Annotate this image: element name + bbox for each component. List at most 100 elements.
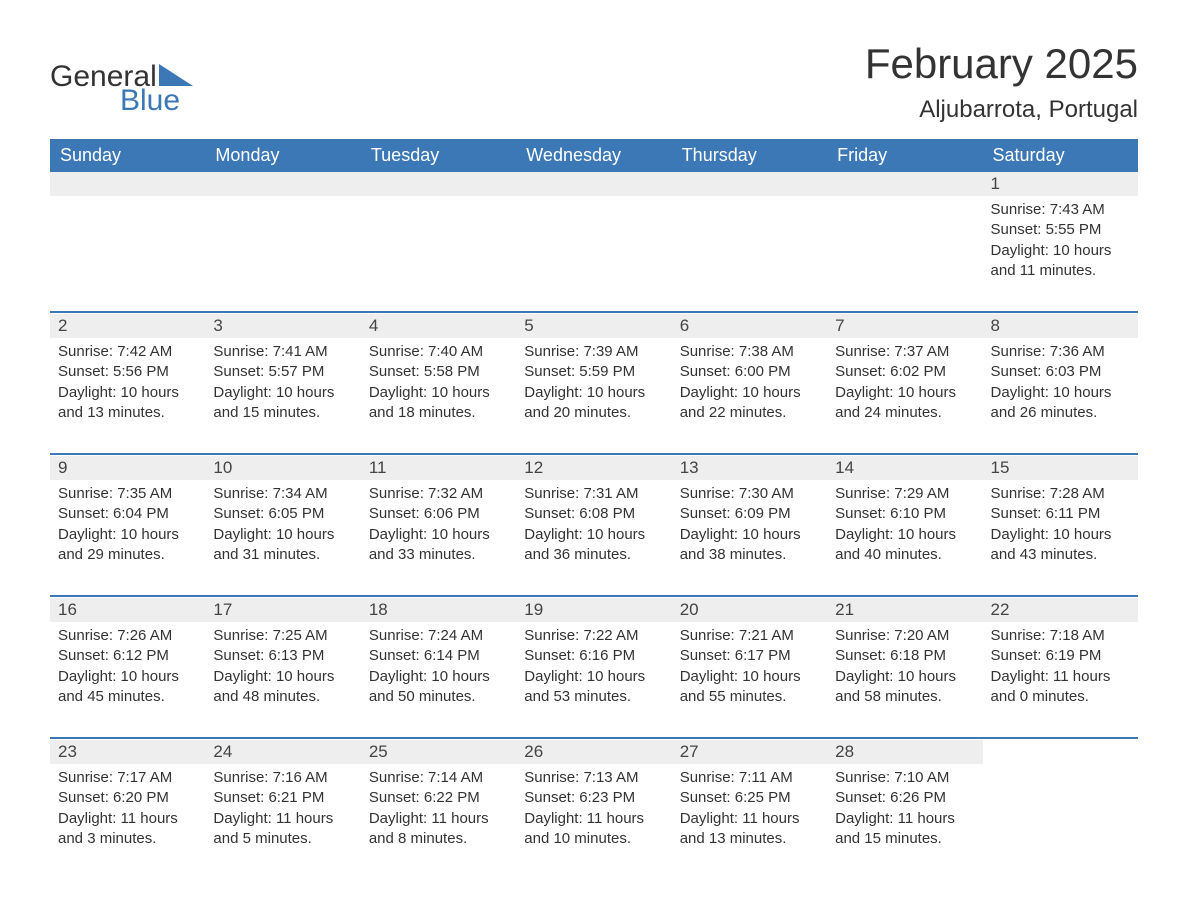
calendar-empty-cell <box>361 172 516 312</box>
day-number: 18 <box>361 598 516 622</box>
daylight-line: Daylight: 10 hours and 50 minutes. <box>369 667 508 708</box>
day-details: Sunrise: 7:37 AMSunset: 6:02 PMDaylight:… <box>827 338 982 433</box>
logo-text-blue: Blue <box>120 84 193 118</box>
sunset-line: Sunset: 6:05 PM <box>213 504 352 524</box>
calendar-week-row: 2Sunrise: 7:42 AMSunset: 5:56 PMDaylight… <box>50 314 1138 454</box>
calendar-day-cell: 24Sunrise: 7:16 AMSunset: 6:21 PMDayligh… <box>205 740 360 880</box>
sunrise-line: Sunrise: 7:41 AM <box>213 342 352 362</box>
sunrise-line: Sunrise: 7:20 AM <box>835 626 974 646</box>
day-number: 26 <box>516 740 671 764</box>
calendar-day-cell: 10Sunrise: 7:34 AMSunset: 6:05 PMDayligh… <box>205 456 360 596</box>
day-details: Sunrise: 7:20 AMSunset: 6:18 PMDaylight:… <box>827 622 982 717</box>
sunrise-line: Sunrise: 7:26 AM <box>58 626 197 646</box>
day-number: 22 <box>983 598 1138 622</box>
sunset-line: Sunset: 6:11 PM <box>991 504 1130 524</box>
sunrise-line: Sunrise: 7:14 AM <box>369 768 508 788</box>
calendar-empty-cell <box>827 172 982 312</box>
day-details: Sunrise: 7:40 AMSunset: 5:58 PMDaylight:… <box>361 338 516 433</box>
daylight-line: Daylight: 10 hours and 29 minutes. <box>58 525 197 566</box>
sunset-line: Sunset: 6:00 PM <box>680 362 819 382</box>
sunset-line: Sunset: 6:03 PM <box>991 362 1130 382</box>
sunset-line: Sunset: 6:09 PM <box>680 504 819 524</box>
sunset-line: Sunset: 6:04 PM <box>58 504 197 524</box>
daylight-line: Daylight: 10 hours and 13 minutes. <box>58 383 197 424</box>
calendar-day-cell: 3Sunrise: 7:41 AMSunset: 5:57 PMDaylight… <box>205 314 360 454</box>
dow-tuesday: Tuesday <box>361 139 516 172</box>
daylight-line: Daylight: 11 hours and 13 minutes. <box>680 809 819 850</box>
calendar-day-cell: 28Sunrise: 7:10 AMSunset: 6:26 PMDayligh… <box>827 740 982 880</box>
day-details: Sunrise: 7:43 AMSunset: 5:55 PMDaylight:… <box>983 196 1138 291</box>
daylight-line: Daylight: 10 hours and 36 minutes. <box>524 525 663 566</box>
daylight-line: Daylight: 10 hours and 24 minutes. <box>835 383 974 424</box>
daylight-line: Daylight: 10 hours and 26 minutes. <box>991 383 1130 424</box>
daylight-line: Daylight: 10 hours and 15 minutes. <box>213 383 352 424</box>
day-number: 16 <box>50 598 205 622</box>
day-details: Sunrise: 7:26 AMSunset: 6:12 PMDaylight:… <box>50 622 205 717</box>
day-details: Sunrise: 7:21 AMSunset: 6:17 PMDaylight:… <box>672 622 827 717</box>
sunrise-line: Sunrise: 7:35 AM <box>58 484 197 504</box>
calendar-week-row: 1Sunrise: 7:43 AMSunset: 5:55 PMDaylight… <box>50 172 1138 312</box>
sunrise-line: Sunrise: 7:34 AM <box>213 484 352 504</box>
daylight-line: Daylight: 11 hours and 10 minutes. <box>524 809 663 850</box>
calendar-day-cell: 26Sunrise: 7:13 AMSunset: 6:23 PMDayligh… <box>516 740 671 880</box>
sunrise-line: Sunrise: 7:21 AM <box>680 626 819 646</box>
daylight-line: Daylight: 10 hours and 55 minutes. <box>680 667 819 708</box>
day-details: Sunrise: 7:34 AMSunset: 6:05 PMDaylight:… <box>205 480 360 575</box>
sunset-line: Sunset: 6:19 PM <box>991 646 1130 666</box>
day-number: 12 <box>516 456 671 480</box>
sunset-line: Sunset: 6:26 PM <box>835 788 974 808</box>
daylight-line: Daylight: 10 hours and 58 minutes. <box>835 667 974 708</box>
calendar-day-cell: 19Sunrise: 7:22 AMSunset: 6:16 PMDayligh… <box>516 598 671 738</box>
sunset-line: Sunset: 5:55 PM <box>991 220 1130 240</box>
dow-sunday: Sunday <box>50 139 205 172</box>
day-number: 17 <box>205 598 360 622</box>
daylight-line: Daylight: 10 hours and 18 minutes. <box>369 383 508 424</box>
daylight-line: Daylight: 10 hours and 22 minutes. <box>680 383 819 424</box>
calendar-day-cell: 27Sunrise: 7:11 AMSunset: 6:25 PMDayligh… <box>672 740 827 880</box>
sunrise-line: Sunrise: 7:30 AM <box>680 484 819 504</box>
month-title: February 2025 <box>865 40 1138 88</box>
calendar-week-row: 23Sunrise: 7:17 AMSunset: 6:20 PMDayligh… <box>50 740 1138 880</box>
calendar-day-cell: 18Sunrise: 7:24 AMSunset: 6:14 PMDayligh… <box>361 598 516 738</box>
calendar-day-cell: 13Sunrise: 7:30 AMSunset: 6:09 PMDayligh… <box>672 456 827 596</box>
sunset-line: Sunset: 6:12 PM <box>58 646 197 666</box>
calendar-week-row: 9Sunrise: 7:35 AMSunset: 6:04 PMDaylight… <box>50 456 1138 596</box>
sunset-line: Sunset: 6:08 PM <box>524 504 663 524</box>
calendar-table: Sunday Monday Tuesday Wednesday Thursday… <box>50 139 1138 880</box>
calendar-day-cell: 12Sunrise: 7:31 AMSunset: 6:08 PMDayligh… <box>516 456 671 596</box>
sunset-line: Sunset: 6:10 PM <box>835 504 974 524</box>
day-details: Sunrise: 7:35 AMSunset: 6:04 PMDaylight:… <box>50 480 205 575</box>
daylight-line: Daylight: 11 hours and 15 minutes. <box>835 809 974 850</box>
sunrise-line: Sunrise: 7:18 AM <box>991 626 1130 646</box>
day-details: Sunrise: 7:39 AMSunset: 5:59 PMDaylight:… <box>516 338 671 433</box>
daylight-line: Daylight: 10 hours and 53 minutes. <box>524 667 663 708</box>
calendar-body: 1Sunrise: 7:43 AMSunset: 5:55 PMDaylight… <box>50 172 1138 880</box>
calendar-day-cell: 22Sunrise: 7:18 AMSunset: 6:19 PMDayligh… <box>983 598 1138 738</box>
sunrise-line: Sunrise: 7:13 AM <box>524 768 663 788</box>
day-details: Sunrise: 7:22 AMSunset: 6:16 PMDaylight:… <box>516 622 671 717</box>
calendar-empty-cell <box>672 172 827 312</box>
day-details: Sunrise: 7:29 AMSunset: 6:10 PMDaylight:… <box>827 480 982 575</box>
daylight-line: Daylight: 11 hours and 5 minutes. <box>213 809 352 850</box>
dow-saturday: Saturday <box>983 139 1138 172</box>
calendar-empty-cell <box>205 172 360 312</box>
day-number: 20 <box>672 598 827 622</box>
sunset-line: Sunset: 6:06 PM <box>369 504 508 524</box>
calendar-empty-cell <box>50 172 205 312</box>
brand-logo: General Blue <box>50 60 193 118</box>
location-subtitle: Aljubarrota, Portugal <box>865 96 1138 124</box>
sunset-line: Sunset: 6:18 PM <box>835 646 974 666</box>
day-number: 7 <box>827 314 982 338</box>
day-details: Sunrise: 7:10 AMSunset: 6:26 PMDaylight:… <box>827 764 982 859</box>
day-details: Sunrise: 7:25 AMSunset: 6:13 PMDaylight:… <box>205 622 360 717</box>
daylight-line: Daylight: 10 hours and 31 minutes. <box>213 525 352 566</box>
day-details: Sunrise: 7:18 AMSunset: 6:19 PMDaylight:… <box>983 622 1138 717</box>
calendar-day-cell: 1Sunrise: 7:43 AMSunset: 5:55 PMDaylight… <box>983 172 1138 312</box>
day-details: Sunrise: 7:32 AMSunset: 6:06 PMDaylight:… <box>361 480 516 575</box>
calendar-day-cell: 6Sunrise: 7:38 AMSunset: 6:00 PMDaylight… <box>672 314 827 454</box>
sunrise-line: Sunrise: 7:24 AM <box>369 626 508 646</box>
day-number: 2 <box>50 314 205 338</box>
sunset-line: Sunset: 5:56 PM <box>58 362 197 382</box>
daylight-line: Daylight: 10 hours and 45 minutes. <box>58 667 197 708</box>
sunrise-line: Sunrise: 7:28 AM <box>991 484 1130 504</box>
